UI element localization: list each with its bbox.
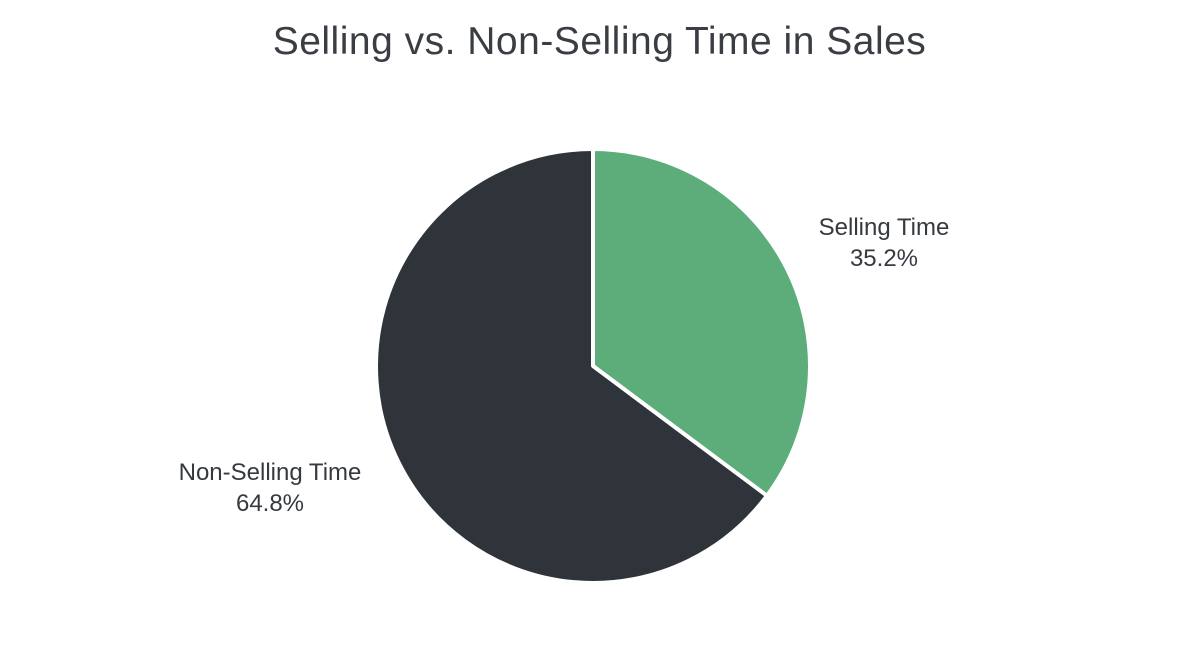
slice-label-selling-time: Selling Time 35.2%	[819, 212, 950, 274]
slice-label-non-selling-time: Non-Selling Time 64.8%	[179, 457, 362, 519]
pie-chart	[374, 147, 812, 585]
chart-title: Selling vs. Non-Selling Time in Sales	[272, 20, 927, 63]
slice-label-percent: 35.2%	[849, 245, 919, 272]
pie-slice-selling-time	[591, 147, 812, 498]
pie-slice-non-selling-time	[374, 147, 769, 585]
slice-label-name: Selling Time	[818, 214, 950, 241]
slice-label-percent: 64.8%	[235, 490, 305, 517]
slice-label-name: Non-Selling Time	[178, 459, 362, 486]
